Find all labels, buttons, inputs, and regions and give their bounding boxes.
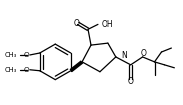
Text: O: O [73,19,79,28]
Text: O: O [23,67,29,73]
Text: O: O [23,52,29,58]
Text: O: O [141,49,147,58]
Text: O: O [128,77,134,86]
Text: CH₃: CH₃ [5,52,17,58]
Text: N: N [121,51,126,60]
Text: OH: OH [102,20,113,29]
Text: CH₃: CH₃ [5,67,17,73]
